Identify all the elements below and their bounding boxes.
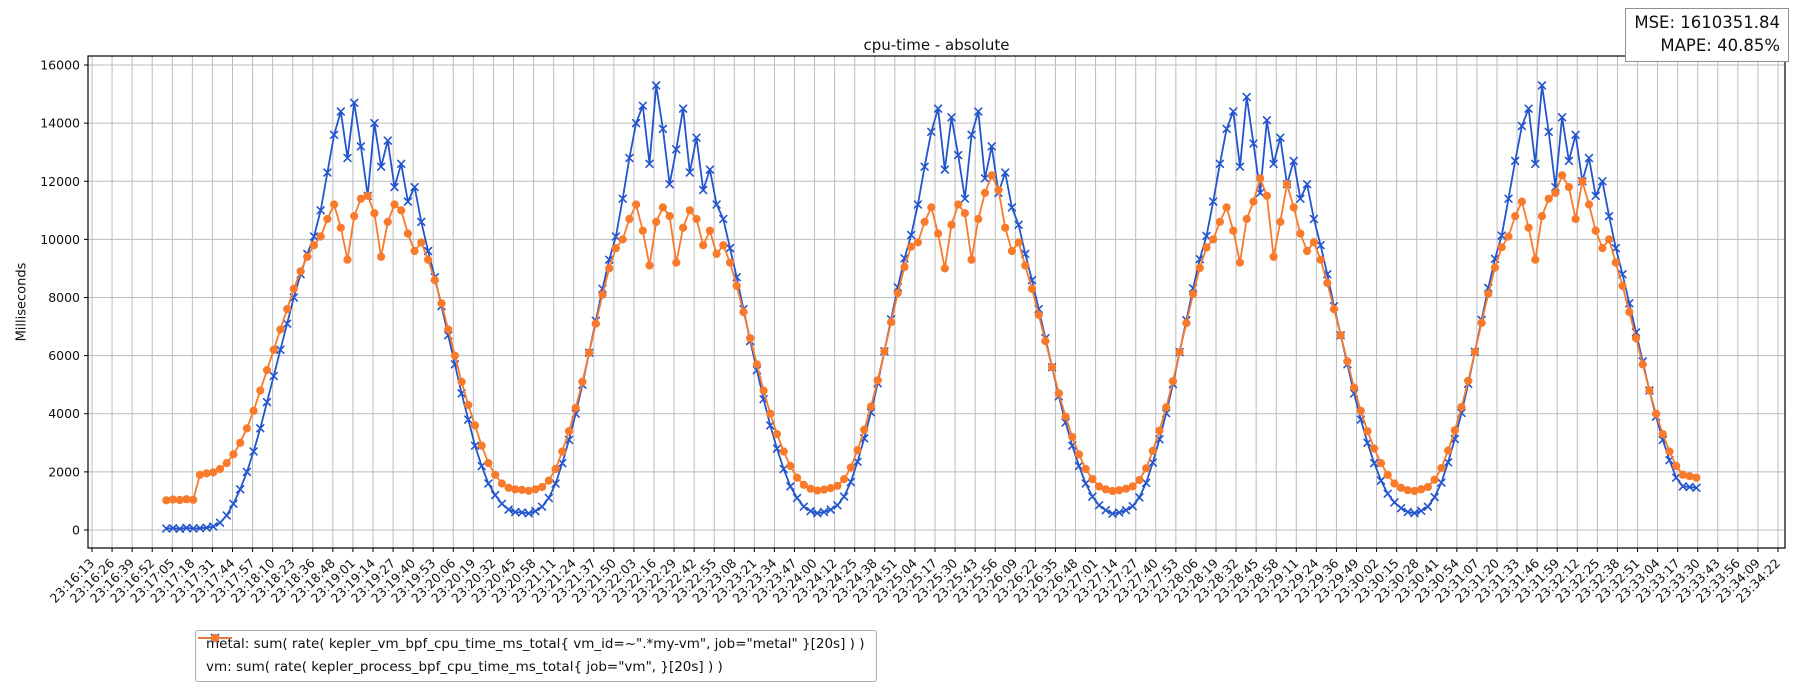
y-tick-label: 4000 [48, 406, 80, 421]
y-axis-label: Milliseconds [14, 262, 30, 342]
y-tick-label: 6000 [48, 348, 80, 363]
series-line-metal [166, 84, 1697, 530]
legend-item-vm: vm: sum( rate( kepler_process_bpf_cpu_ti… [198, 633, 864, 675]
y-tick-label: 12000 [40, 174, 80, 189]
y-tick-label: 10000 [40, 232, 80, 247]
legend: metal: sum( rate( kepler_vm_bpf_cpu_time… [195, 630, 878, 682]
legend-item-metal: metal: sum( rate( kepler_vm_bpf_cpu_time… [198, 633, 865, 652]
y-tick-label: 2000 [48, 464, 80, 479]
y-tick-label: 8000 [48, 290, 80, 305]
mape-value: MAPE: 40.85% [1660, 36, 1780, 56]
y-tick-label: 0 [72, 522, 80, 537]
metrics-box: MSE: 1610351.84 MAPE: 40.85% [1625, 8, 1789, 62]
mse-value: MSE: 1610351.84 [1634, 13, 1780, 32]
axes-spines [87, 55, 1786, 549]
y-tick-label: 14000 [40, 116, 80, 131]
series-line-vm [166, 174, 1697, 502]
legend-label-vm: vm: sum( rate( kepler_process_bpf_cpu_ti… [206, 658, 723, 675]
y-tick-label: 16000 [40, 58, 80, 73]
legend-label-metal: metal: sum( rate( kepler_vm_bpf_cpu_time… [206, 636, 865, 652]
legend-sample-vm-line-circle-marker-icon [198, 633, 232, 643]
chart-title: cpu-time - absolute [863, 36, 1010, 54]
